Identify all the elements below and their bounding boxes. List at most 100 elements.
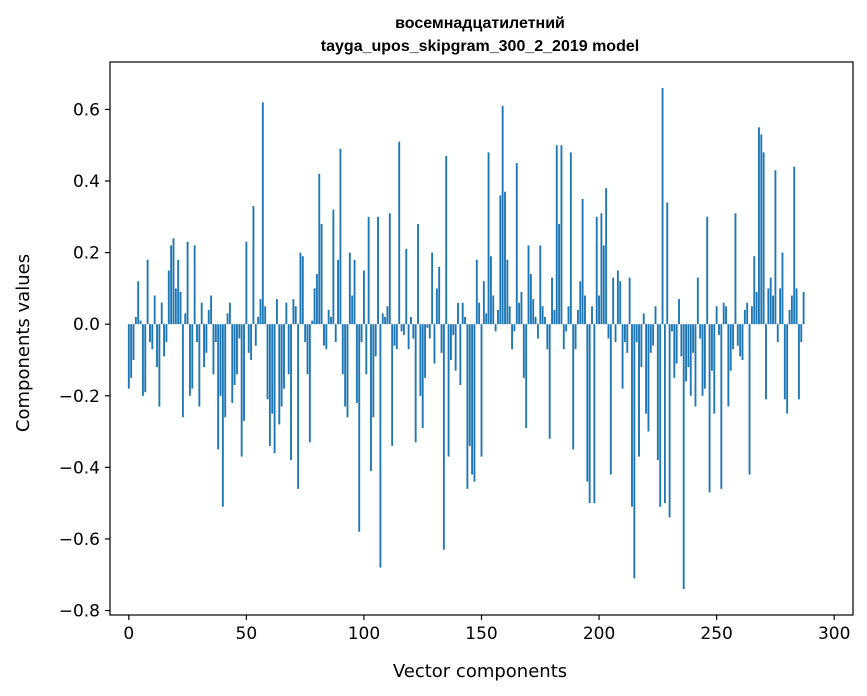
bar [468, 324, 471, 446]
bar [701, 324, 704, 396]
bar [435, 288, 438, 325]
bar [692, 324, 695, 353]
bar [607, 324, 610, 339]
bar [247, 324, 250, 353]
bar [689, 324, 692, 396]
bar [330, 317, 332, 325]
bar [163, 324, 166, 357]
bar [268, 324, 271, 446]
bar [379, 324, 382, 568]
bar [576, 309, 579, 325]
bar [699, 324, 702, 339]
bar [325, 324, 328, 350]
bar [626, 324, 629, 353]
bar [600, 213, 603, 325]
bar [294, 306, 297, 325]
bar [459, 324, 462, 386]
bar [755, 291, 758, 325]
bar [635, 324, 638, 343]
bar [410, 317, 412, 325]
bar [440, 324, 443, 353]
bar [515, 163, 518, 325]
bar [588, 324, 591, 504]
bar [236, 324, 238, 375]
bar [334, 324, 337, 343]
bar [198, 324, 201, 407]
bar [522, 324, 525, 378]
bar [337, 259, 340, 325]
bar [671, 324, 673, 332]
bar [767, 288, 770, 325]
bar [499, 195, 502, 325]
bar [478, 302, 481, 325]
bar [250, 324, 253, 360]
bar [137, 281, 140, 325]
bar [623, 324, 626, 343]
bar [654, 306, 657, 325]
bar [788, 309, 791, 325]
bar [306, 324, 309, 375]
bar [800, 324, 803, 343]
bar [421, 324, 424, 428]
bar [579, 281, 582, 325]
bar [186, 241, 189, 325]
bar [492, 295, 495, 325]
bar [271, 324, 274, 414]
bar [633, 324, 636, 579]
bar [595, 216, 598, 325]
bar [419, 324, 422, 396]
bar [765, 324, 767, 400]
bar [231, 324, 234, 403]
bar [567, 306, 570, 325]
bar [642, 313, 645, 325]
bar [741, 324, 744, 360]
bar [417, 223, 419, 325]
bar [172, 238, 175, 325]
bar [621, 324, 624, 389]
bar [363, 270, 365, 325]
bar [546, 324, 549, 350]
bar [696, 277, 699, 325]
bar [713, 324, 716, 414]
bar [772, 295, 774, 325]
bar [388, 213, 391, 325]
bar [675, 324, 678, 364]
bar [297, 324, 300, 489]
bar [718, 324, 720, 335]
bar [266, 324, 269, 400]
bar [228, 302, 231, 325]
bar [527, 245, 530, 325]
bar [130, 324, 133, 378]
bar [457, 302, 459, 325]
bar [802, 291, 805, 325]
bar [400, 324, 403, 332]
bar [746, 302, 749, 325]
bar [391, 324, 394, 446]
bar [304, 324, 307, 343]
bar [344, 324, 347, 407]
bar [750, 306, 753, 325]
bar [659, 324, 662, 507]
bar [285, 302, 288, 325]
bar [647, 324, 650, 432]
bar [748, 324, 751, 475]
bar [358, 324, 361, 532]
bar [649, 324, 652, 353]
bar [790, 295, 793, 325]
bar [205, 324, 208, 353]
y-tick-label: −0.6 [59, 530, 100, 550]
bar [489, 256, 492, 325]
bar [386, 306, 389, 325]
bar [581, 198, 584, 325]
bar [433, 324, 436, 364]
bar [786, 324, 789, 414]
bar [243, 324, 245, 421]
bar [181, 324, 184, 418]
bar [638, 324, 640, 457]
bar [320, 223, 323, 325]
bar [341, 324, 344, 375]
x-tick-label: 50 [236, 624, 258, 644]
bar [584, 295, 586, 325]
bars-group [127, 87, 805, 590]
bar [153, 295, 156, 325]
